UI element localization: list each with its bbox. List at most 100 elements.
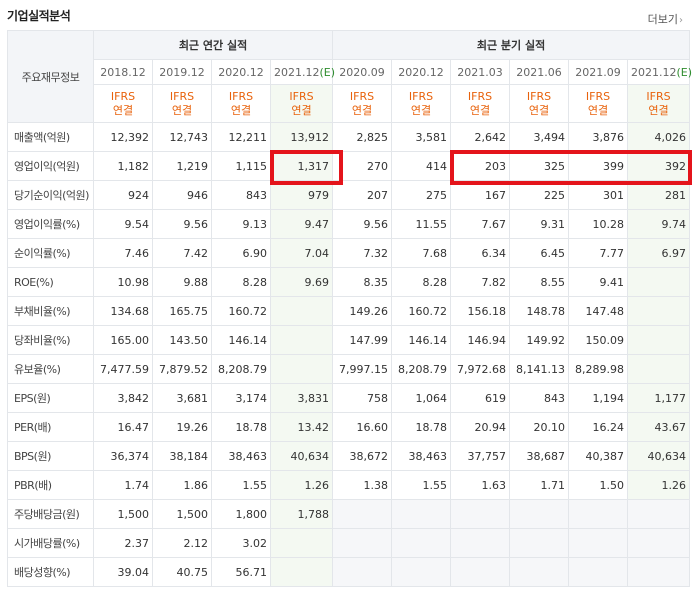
basis-scope: 연결 [587,103,609,117]
value-cell: 1.26 [269,470,334,500]
row-label: 영업이익률(%) [7,209,94,239]
basis-scope: 연결 [351,103,373,117]
value-cell: 19.26 [152,412,212,442]
accounting-basis: IFRS 연결 [93,84,153,123]
period-label: 2020.12 [398,65,444,79]
value-cell: 924 [93,180,153,210]
value-cell: 146.94 [450,325,511,355]
value-cell: 7,972.68 [450,354,511,384]
value-cell: 1,800 [211,499,271,529]
value-cell: 2,825 [332,122,393,152]
row-label: PER(배) [7,412,94,442]
value-cell: 203 [450,151,511,181]
value-cell [450,499,511,529]
value-cell [391,499,452,529]
row-label: 유보율(%) [7,354,94,384]
table-row: 매출액(억원) 12,392 12,743 12,211 13,912 2,825 3,58… [7,122,691,152]
value-cell: 1.71 [509,470,570,500]
period-header: 2018.12 [93,59,153,85]
value-cell: 38,463 [391,441,452,471]
value-cell: 3,174 [211,383,271,413]
value-cell: 147.48 [568,296,629,326]
value-cell: 1,064 [391,383,452,413]
value-cell [332,499,393,529]
row-label: BPS(원) [7,441,94,471]
value-cell [269,557,334,587]
table-row: 당좌비율(%) 165.00 143.50 146.14 147.99 146.14 146… [7,325,691,355]
more-label: 더보기 [647,13,678,26]
accounting-basis: IFRS 연결 [509,84,570,123]
basis-standard: IFRS [228,89,254,103]
period-header: 2020.09 [332,59,393,85]
value-cell: 18.78 [211,412,271,442]
value-cell: 40,634 [269,441,334,471]
value-cell: 7.77 [568,238,629,268]
value-cell: 979 [269,180,334,210]
value-cell: 1,500 [93,499,153,529]
value-cell: 9.47 [269,209,334,239]
period-header: 2021.12(E) [269,59,335,85]
period-label: 2021.12 [631,65,677,79]
annual-group-header: 최근 연간 실적 [92,30,334,60]
value-cell [450,528,511,558]
value-cell: 7.46 [93,238,153,268]
value-cell: 38,184 [152,441,212,471]
table-row: EPS(원) 3,842 3,681 3,174 3,831 758 1,064 619 843… [7,383,691,413]
value-cell [627,325,691,355]
value-cell: 160.72 [211,296,271,326]
quarter-group-header: 최근 분기 실적 [332,30,691,60]
row-label: 주당배당금(원) [7,499,94,529]
value-cell [568,528,629,558]
table-row: BPS(원) 36,374 38,184 38,463 40,634 38,672 38,4… [7,441,691,471]
value-cell: 3,876 [568,122,629,152]
value-cell: 1.26 [627,470,691,500]
value-cell: 134.68 [93,296,153,326]
value-cell: 8.35 [332,267,393,297]
value-cell: 7,477.59 [93,354,153,384]
value-cell [509,557,570,587]
value-cell: 3,581 [391,122,452,152]
value-cell: 165.00 [93,325,153,355]
value-cell: 6.45 [509,238,570,268]
value-cell: 6.97 [627,238,691,268]
basis-standard: IFRS [646,89,671,103]
corner-label: 주요재무정보 [7,30,94,123]
value-cell [627,354,691,384]
value-cell: 8.28 [391,267,452,297]
table-row: 당기순이익(억원) 924 946 843 979 207 275 167 225 301 281 [7,180,691,210]
basis-scope: 연결 [648,103,669,117]
value-cell: 20.94 [450,412,511,442]
value-cell: 39.04 [93,557,153,587]
section-title: 기업실적분석 [7,9,71,23]
period-header: 2020.12 [211,59,271,85]
value-cell: 12,743 [152,122,212,152]
value-cell: 8.55 [509,267,570,297]
value-cell [450,557,511,587]
basis-standard: IFRS [526,89,552,103]
value-cell: 275 [391,180,452,210]
row-label: EPS(원) [7,383,94,413]
value-cell: 225 [509,180,570,210]
value-cell: 38,687 [509,441,570,471]
value-cell [627,499,691,529]
period-label: 2020.09 [339,65,385,79]
value-cell: 12,392 [93,122,153,152]
table-row: 배당성향(%) 39.04 40.75 56.71 [7,557,691,587]
value-cell: 37,757 [450,441,511,471]
table-row: PER(배) 16.47 19.26 18.78 13.42 16.60 18.78 20.9… [7,412,691,442]
table-row: 영업이익(억원) 1,182 1,219 1,115 1,317 270 414 203 325… [7,151,691,181]
more-link[interactable]: 더보기› [648,11,683,27]
period-header: 2021.03 [450,59,511,85]
value-cell: 3.02 [211,528,271,558]
value-cell: 40.75 [152,557,212,587]
value-cell: 392 [627,151,691,181]
row-label: 시가배당률(%) [7,528,94,558]
basis-standard: IFRS [349,89,375,103]
value-cell: 3,494 [509,122,570,152]
accounting-basis: IFRS 연결 [332,84,393,123]
value-cell: 20.10 [509,412,570,442]
value-cell: 1,194 [568,383,629,413]
value-cell [627,296,691,326]
basis-scope: 연결 [230,103,252,117]
value-cell: 38,463 [211,441,271,471]
